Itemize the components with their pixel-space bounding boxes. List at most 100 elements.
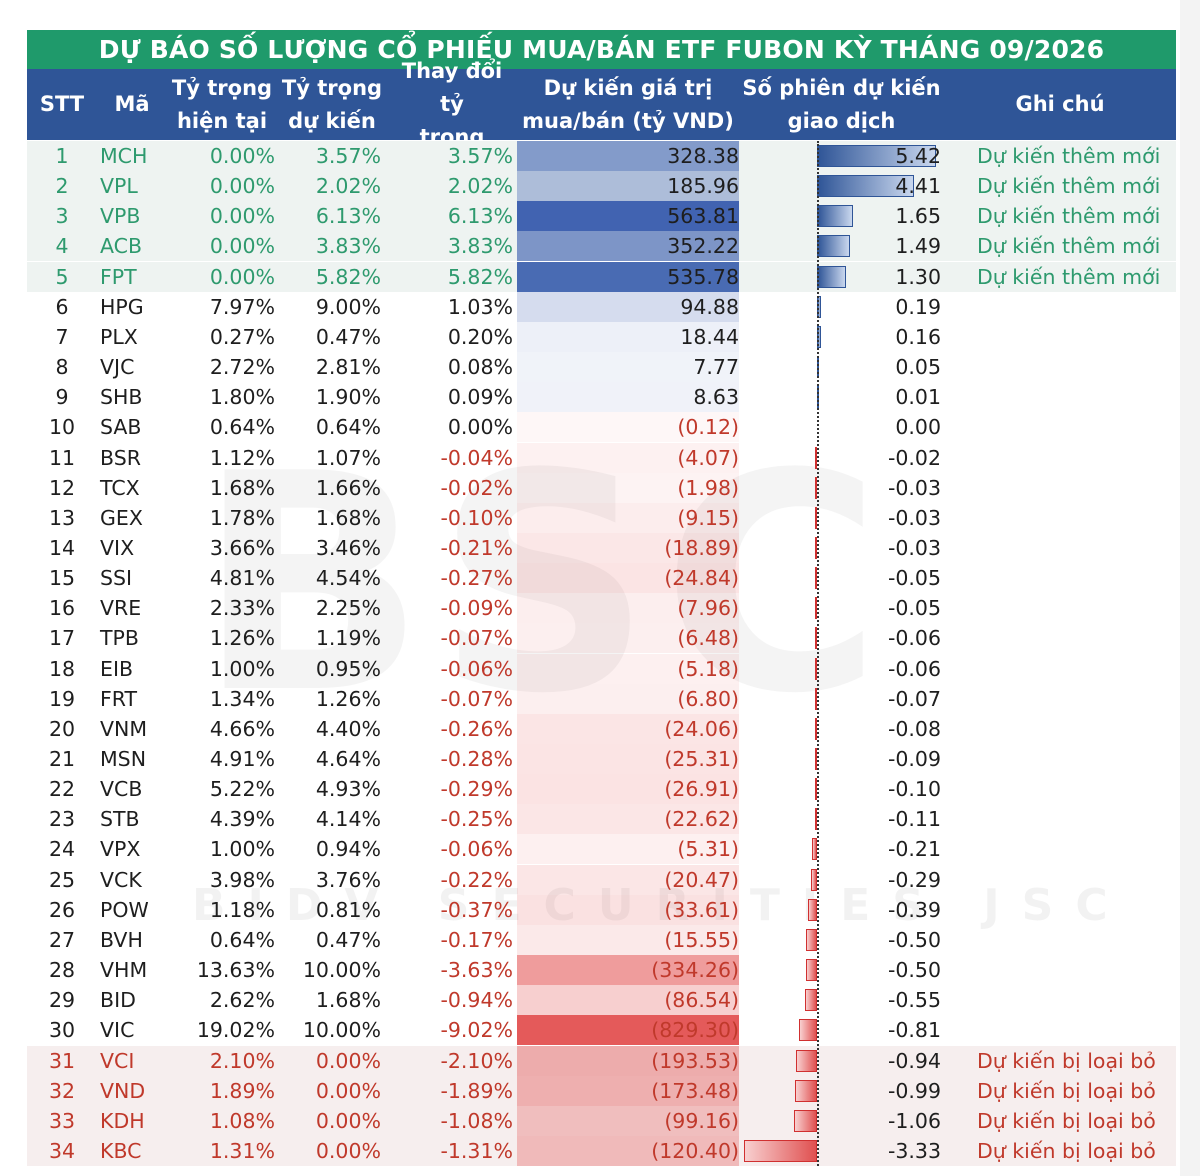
row-weight-change: -0.07% bbox=[440, 686, 513, 711]
row-weight-change: -0.27% bbox=[440, 566, 513, 591]
row-stt: 12 bbox=[48, 475, 76, 500]
header-expected-weight-line2: dự kiến bbox=[288, 108, 376, 133]
row-expected-weight: 1.90% bbox=[315, 385, 381, 410]
row-weight-change: 2.02% bbox=[447, 174, 513, 199]
row-expected-weight: 0.00% bbox=[315, 1138, 381, 1163]
row-sessions: 4.41 bbox=[895, 174, 941, 199]
row-current-weight: 0.00% bbox=[209, 174, 275, 199]
row-stt: 2 bbox=[55, 174, 69, 199]
row-expected-value: (1.98) bbox=[677, 475, 739, 500]
row-stt: 32 bbox=[48, 1078, 76, 1103]
row-stt: 6 bbox=[55, 294, 69, 319]
row-expected-value: 535.78 bbox=[667, 264, 739, 289]
row-weight-change: -9.02% bbox=[440, 1018, 513, 1043]
sessions-bar bbox=[804, 989, 817, 1012]
row-expected-value: (4.07) bbox=[677, 445, 739, 470]
value-heat-cell bbox=[517, 532, 739, 563]
sessions-bar bbox=[815, 506, 817, 529]
table-row: 13 GEX 1.78% 1.68% -0.10% (9.15) -0.03 bbox=[27, 502, 1176, 533]
row-ticker: VNM bbox=[100, 716, 148, 741]
row-stt: 7 bbox=[55, 324, 69, 349]
row-sessions: 5.42 bbox=[895, 144, 941, 168]
row-current-weight: 2.33% bbox=[209, 596, 275, 621]
table-row: 31 VCI 2.10% 0.00% -2.10% (193.53) -0.94 Dự kiế… bbox=[27, 1045, 1176, 1076]
sessions-bar bbox=[815, 717, 817, 740]
row-current-weight: 1.12% bbox=[209, 445, 275, 470]
row-ticker: VIC bbox=[100, 1018, 135, 1043]
row-expected-weight: 4.14% bbox=[315, 807, 381, 832]
row-weight-change: -0.29% bbox=[440, 777, 513, 802]
row-expected-weight: 3.76% bbox=[315, 867, 381, 892]
row-stt: 24 bbox=[48, 837, 76, 862]
row-weight-change: -0.28% bbox=[440, 747, 513, 771]
value-heat-cell bbox=[517, 502, 739, 533]
row-expected-value: (0.12) bbox=[677, 415, 739, 440]
table-title: DỰ BÁO SỐ LƯỢNG CỔ PHIẾU MUA/BÁN ETF FUB… bbox=[27, 30, 1176, 69]
row-expected-value: (9.15) bbox=[677, 505, 739, 530]
row-stt: 3 bbox=[55, 204, 69, 229]
row-expected-weight: 1.68% bbox=[315, 505, 381, 530]
row-expected-value: (6.48) bbox=[677, 626, 739, 651]
sessions-bar bbox=[743, 1139, 817, 1162]
row-ticker: VCB bbox=[100, 777, 143, 802]
row-ticker: KDH bbox=[100, 1108, 145, 1133]
header-sessions: Số phiên dự kiến giao dịch bbox=[739, 69, 944, 140]
row-note bbox=[977, 473, 1172, 503]
sessions-axis bbox=[817, 141, 819, 1166]
row-note: Dự kiến bị loại bỏ bbox=[977, 1048, 1156, 1073]
row-sessions: -0.81 bbox=[887, 1018, 941, 1043]
row-expected-weight: 10.00% bbox=[302, 958, 381, 983]
row-note: Dự kiến thêm mới bbox=[977, 204, 1161, 229]
value-heat-cell bbox=[517, 231, 739, 262]
row-current-weight: 2.72% bbox=[209, 355, 275, 380]
sessions-bar bbox=[815, 536, 817, 559]
row-expected-value: (25.31) bbox=[664, 747, 739, 771]
sessions-bar bbox=[815, 687, 817, 710]
value-heat-cell bbox=[517, 623, 739, 654]
row-stt: 25 bbox=[48, 867, 76, 892]
row-current-weight: 0.27% bbox=[209, 324, 275, 349]
header-stt-label: STT bbox=[39, 92, 85, 116]
table-row: 12 TCX 1.68% 1.66% -0.02% (1.98) -0.03 bbox=[27, 472, 1176, 503]
row-ticker: SSI bbox=[100, 566, 133, 591]
row-stt: 1 bbox=[55, 144, 69, 168]
row-expected-value: 7.77 bbox=[693, 355, 739, 380]
row-weight-change: 1.03% bbox=[447, 294, 513, 319]
row-ticker: MCH bbox=[100, 144, 148, 168]
row-expected-weight: 9.00% bbox=[315, 294, 381, 319]
row-note bbox=[977, 382, 1172, 412]
row-expected-value: 352.22 bbox=[667, 234, 739, 259]
row-expected-weight: 5.82% bbox=[315, 264, 381, 289]
row-weight-change: -2.10% bbox=[440, 1048, 513, 1073]
table-row: 26 POW 1.18% 0.81% -0.37% (33.61) -0.39 bbox=[27, 894, 1176, 925]
row-ticker: FRT bbox=[100, 686, 138, 711]
row-sessions: 1.49 bbox=[895, 234, 941, 259]
table-row: 29 BID 2.62% 1.68% -0.94% (86.54) -0.55 bbox=[27, 985, 1176, 1016]
row-sessions: -1.06 bbox=[887, 1108, 941, 1133]
table-row: 1 MCH 0.00% 3.57% 3.57% 328.38 5.42 Dự kiến thê… bbox=[27, 141, 1176, 171]
row-sessions: 1.30 bbox=[895, 264, 941, 289]
row-ticker: MSN bbox=[100, 747, 147, 771]
row-ticker: HPG bbox=[100, 294, 144, 319]
row-sessions: 0.00 bbox=[895, 415, 941, 440]
row-ticker: STB bbox=[100, 807, 140, 832]
row-current-weight: 0.00% bbox=[209, 234, 275, 259]
header-stt: STT bbox=[27, 69, 97, 140]
sessions-bar bbox=[808, 898, 817, 921]
row-note bbox=[977, 714, 1172, 744]
row-expected-value: 328.38 bbox=[667, 144, 739, 168]
row-current-weight: 1.26% bbox=[209, 626, 275, 651]
row-expected-weight: 1.07% bbox=[315, 445, 381, 470]
row-ticker: POW bbox=[100, 897, 149, 922]
row-weight-change: -0.94% bbox=[440, 988, 513, 1013]
row-expected-weight: 0.64% bbox=[315, 415, 381, 440]
table-row: 27 BVH 0.64% 0.47% -0.17% (15.55) -0.50 bbox=[27, 924, 1176, 955]
row-expected-value: (24.06) bbox=[664, 716, 739, 741]
row-current-weight: 13.63% bbox=[196, 958, 275, 983]
row-expected-value: (15.55) bbox=[664, 927, 739, 952]
row-weight-change: -1.08% bbox=[440, 1108, 513, 1133]
value-heat-cell bbox=[517, 1075, 739, 1106]
row-stt: 33 bbox=[48, 1108, 76, 1133]
row-note: Dự kiến bị loại bỏ bbox=[977, 1108, 1156, 1133]
row-expected-weight: 0.00% bbox=[315, 1048, 381, 1073]
